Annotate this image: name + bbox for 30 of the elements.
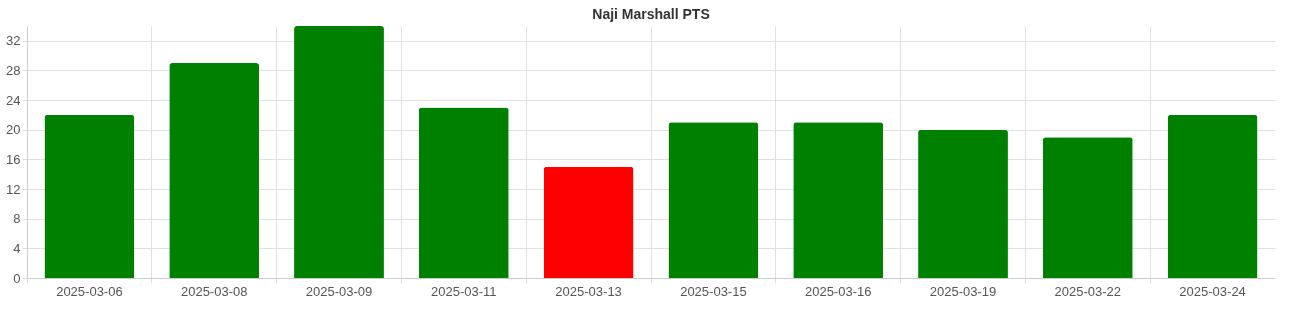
y-tick-label: 4 xyxy=(13,240,21,256)
bar xyxy=(793,122,884,278)
bar xyxy=(1167,114,1258,278)
y-tick-label: 8 xyxy=(13,211,21,227)
y-tick-label: 16 xyxy=(6,151,21,167)
bar xyxy=(918,129,1008,278)
x-tick-label: 2025-03-06 xyxy=(56,283,123,299)
bar xyxy=(169,63,260,278)
x-tick-label: 2025-03-15 xyxy=(680,283,747,299)
y-tick-label: 24 xyxy=(6,92,21,108)
x-tick-label: 2025-03-11 xyxy=(431,283,497,299)
x-tick-label: 2025-03-09 xyxy=(305,283,373,299)
y-tick-label: 28 xyxy=(6,62,21,78)
x-tick-label: 2025-03-24 xyxy=(1179,283,1246,299)
x-tick-label: 2025-03-13 xyxy=(555,283,622,299)
y-tick-label: 20 xyxy=(6,122,21,138)
y-tick-label: 0 xyxy=(13,270,21,286)
x-tick-label: 2025-03-08 xyxy=(180,283,248,299)
bar xyxy=(294,26,384,278)
bar xyxy=(668,122,759,278)
x-tick-label: 2025-03-22 xyxy=(1054,283,1122,299)
y-tick-label: 12 xyxy=(6,181,21,197)
bar xyxy=(44,114,135,278)
bar xyxy=(543,166,634,278)
bar xyxy=(1042,137,1133,278)
chart-title: Naji Marshall PTS xyxy=(592,6,710,22)
y-tick-label: 32 xyxy=(6,33,21,49)
x-tick-label: 2025-03-16 xyxy=(804,283,872,299)
x-tick-label: 2025-03-19 xyxy=(929,283,997,299)
bar xyxy=(418,107,509,278)
